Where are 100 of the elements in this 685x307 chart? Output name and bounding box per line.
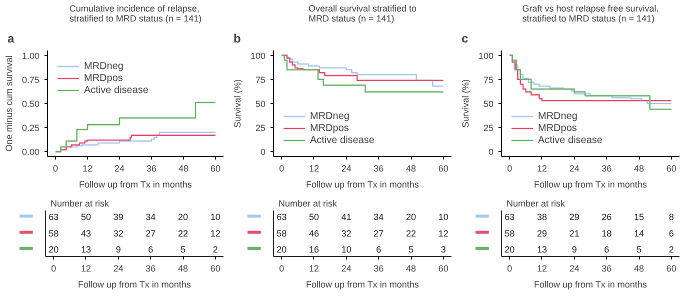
x-tick-label: 24 [114,164,125,174]
x-tick-label: 0 [51,264,56,274]
x-tick-label: 36 [602,264,612,274]
x-axis-title: Follow up from Tx in months [78,180,192,190]
data-label: 10 [210,212,220,222]
x-tick-label: 24 [113,264,124,274]
x-axis-title: Follow up from Tx in months [534,180,648,190]
data-label: 32 [113,228,124,238]
legend-label: MRDneg [310,110,350,122]
x-tick-label: 0 [507,264,512,274]
chart-title: Overall survival stratified to MRD status (n = 141) [308,4,417,24]
data-label: 22 [178,228,188,238]
data-label: 2 [668,244,674,254]
y-tick-label: 50 [483,99,494,109]
x-tick-label: 48 [406,264,416,274]
legend-label: Active disease [538,134,602,146]
data-label: 9 [572,244,577,254]
data-label: 18 [602,228,612,238]
y-tick-label: 50 [255,99,266,109]
x-axis-title: Follow up from Tx in months [78,280,192,290]
x-tick-label: 36 [602,164,612,174]
legend-label: MRDpos [310,122,349,134]
data-label: 43 [80,228,91,238]
data-label: 5 [636,244,642,254]
legend-label: Active disease [310,134,374,146]
text: b [234,32,241,46]
y-tick-label: 0 [260,147,266,158]
data-label: 8 [668,212,674,222]
data-label: 15 [634,212,644,222]
x-tick-label: 36 [374,264,384,274]
x-tick-label: 12 [536,164,547,174]
data-label: 41 [341,212,352,222]
x-tick-label: 0 [279,164,284,174]
text: c [462,32,468,46]
x-tick-label: 24 [569,164,580,174]
data-label: 20 [178,212,188,222]
x-tick-label: 60 [438,264,448,274]
y-tick-label: 1.00 [22,50,40,61]
x-tick-label: 48 [634,164,644,174]
data-label: 27 [374,228,384,238]
x-axis-title: Follow up from Tx in months [306,280,420,290]
data-label: 3 [440,244,446,254]
y-tick-label: 25 [255,123,266,134]
data-label: 20 [276,244,287,254]
x-tick-label: 0 [507,164,512,174]
data-label: 34 [374,212,384,222]
data-label: 58 [48,228,59,238]
data-label: 34 [146,212,156,222]
y-tick-label: 100 [478,50,494,61]
legend-label: MRDpos [84,72,123,84]
legend-label: MRDneg [84,60,124,72]
data-label: 29 [569,212,580,222]
text: a [8,32,14,46]
data-label: 6 [376,244,382,254]
x-tick-label: 36 [374,164,384,174]
x-tick-label: 24 [341,264,352,274]
data-label: 63 [48,212,59,222]
x-tick-label: 60 [210,164,221,174]
chart-title: Number at risk [50,198,110,208]
data-label: 27 [146,228,156,238]
x-tick-label: 36 [146,164,157,174]
data-label: 16 [308,244,319,254]
data-label: 12 [438,228,448,238]
x-tick-label: 48 [406,164,416,174]
y-tick-label: 0.50 [22,99,40,109]
y-tick-label: 75 [483,74,494,85]
data-label: 46 [308,228,319,238]
x-tick-label: 48 [634,264,644,274]
chart-title: Number at risk [278,198,338,208]
data-label: 32 [341,228,352,238]
x-axis-title: Follow up from Tx in months [306,180,420,190]
data-label: 50 [80,212,91,222]
legend-label: MRDpos [538,122,577,134]
y-tick-label: 0 [488,147,494,158]
data-label: 39 [113,212,124,222]
data-label: 20 [504,244,515,254]
y-tick-label: 0.00 [22,147,40,158]
chart-title: Graft vs host relapse free survival, stratified to MRD status (n = 141) [522,4,659,24]
data-label: 20 [48,244,59,254]
y-tick-label: 25 [483,123,494,134]
data-label: 10 [341,244,352,254]
x-tick-label: 12 [82,164,93,174]
data-label: 50 [308,212,319,222]
x-tick-label: 48 [178,164,189,174]
legend-label: MRDneg [538,110,578,122]
data-label: 58 [504,228,515,238]
data-label: 9 [116,244,121,254]
x-tick-label: 12 [308,264,319,274]
x-tick-label: 12 [308,164,319,174]
chart-title: Number at risk [506,198,566,208]
data-label: 26 [602,212,612,222]
data-label: 13 [536,244,547,254]
data-label: 10 [438,212,448,222]
data-label: 21 [569,228,580,238]
data-label: 20 [406,212,416,222]
data-label: 29 [536,228,547,238]
x-axis-title: Follow up from Tx in months [534,280,648,290]
x-tick-label: 24 [569,264,580,274]
data-label: 12 [210,228,220,238]
y-axis-title: Survival (%) [460,79,470,128]
